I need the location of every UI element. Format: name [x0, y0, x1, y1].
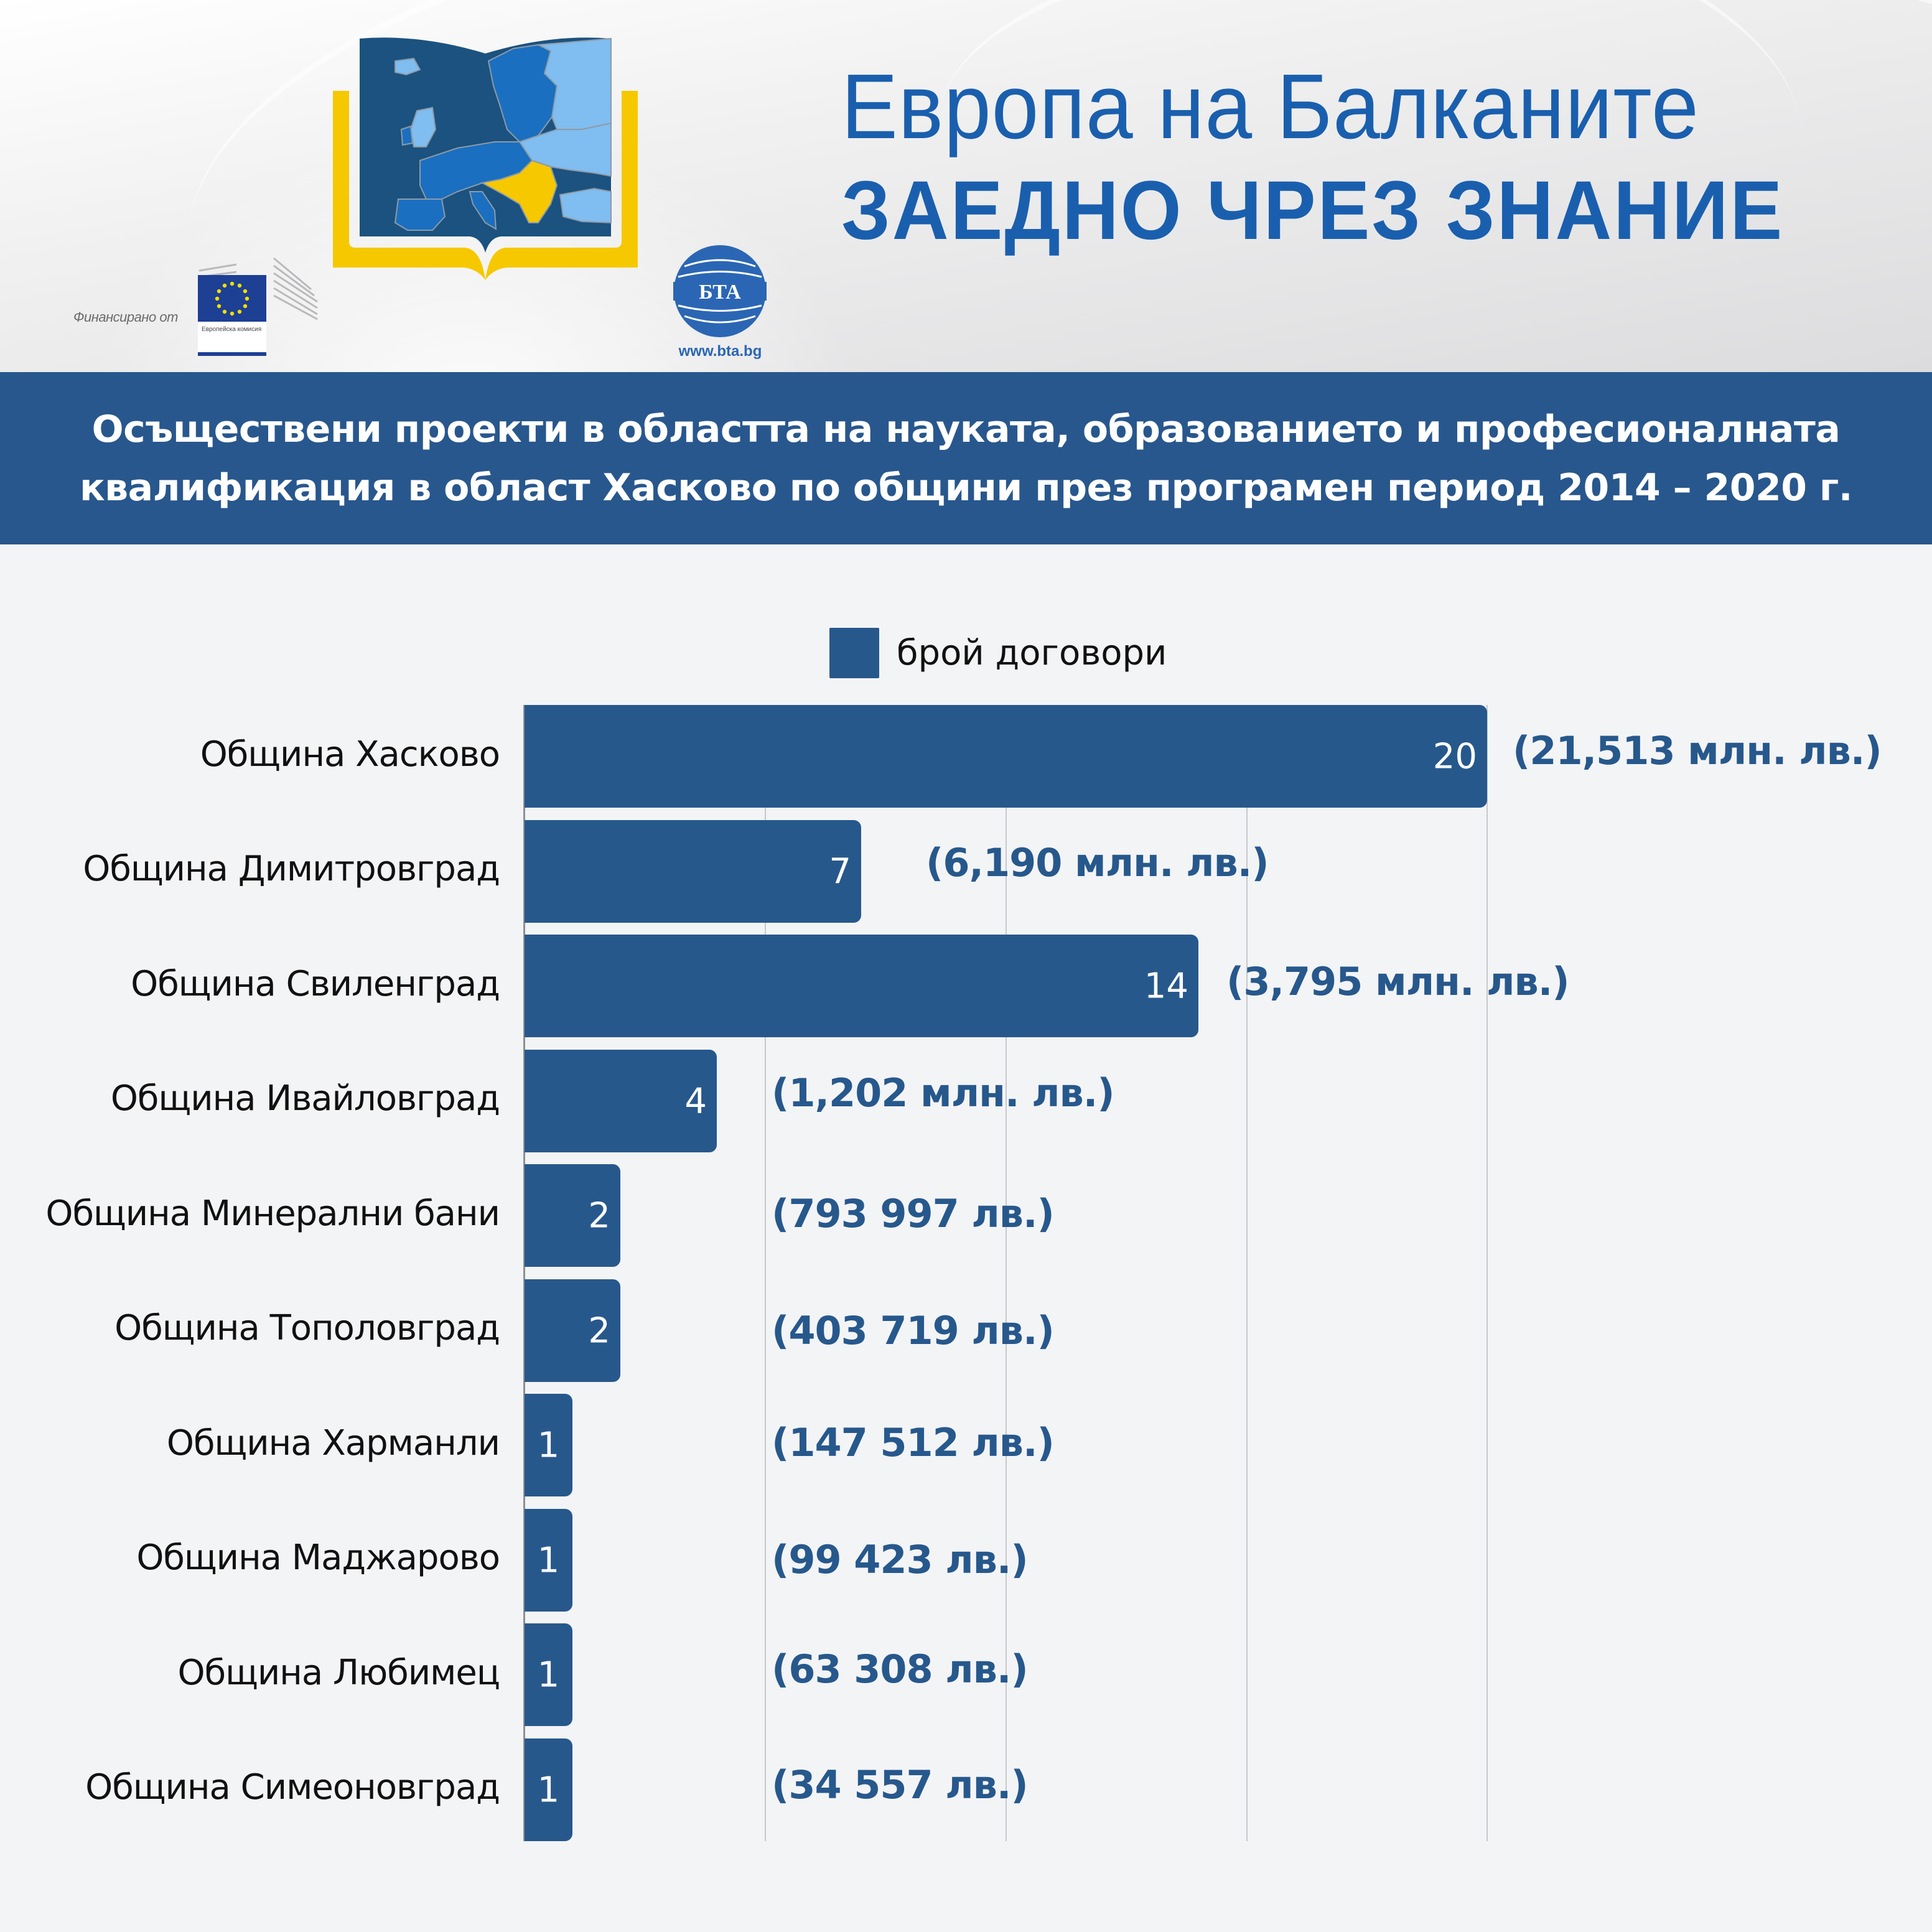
brand-title: Европа на Балканите ЗАЕДНО ЧРЕЗ ЗНАНИЕ	[841, 61, 1844, 253]
bar-svilengrad: 14	[525, 935, 1198, 1037]
bar-madzharovo: 1	[525, 1509, 572, 1612]
row-label: Община Свиленград	[131, 964, 500, 1004]
gridline-20	[1486, 705, 1488, 1841]
legend-label: брой договори	[897, 633, 1167, 673]
amount-label: (63 308 лв.)	[772, 1646, 1029, 1692]
bar-value: 1	[537, 1654, 560, 1695]
bar-value: 1	[537, 1540, 560, 1580]
eu-commission-logo: Европейска комисия	[198, 275, 266, 356]
eu-logo-underline	[198, 352, 266, 356]
amount-label: (99 423 лв.)	[772, 1537, 1029, 1582]
funded-by-text: Финансирано от	[73, 309, 178, 325]
brand-title-line2: ЗАЕДНО ЧРЕЗ ЗНАНИЕ	[841, 164, 1785, 257]
row-label: Община Тополовград	[114, 1308, 500, 1348]
eu-flag-icon	[198, 275, 266, 322]
chart-title-line1: Осъществени проекти в областта на наукат…	[91, 407, 1841, 451]
amount-label: (793 997 лв.)	[772, 1191, 1055, 1236]
gridline-15	[1246, 705, 1248, 1841]
y-axis-line	[523, 705, 525, 1841]
amount-label: (6,190 млн. лв.)	[926, 840, 1269, 885]
bar-simeonovgrad: 1	[525, 1738, 572, 1841]
row-label: Община Любимец	[177, 1653, 500, 1693]
bta-globe-logo-icon: БТА	[673, 245, 767, 337]
eu-logo-caption: Европейска комисия	[202, 326, 262, 333]
bar-value: 2	[588, 1195, 610, 1236]
bta-website-link[interactable]: www.bta.bg	[678, 343, 762, 360]
bar-harmanli: 1	[525, 1394, 572, 1496]
row-label: Община Минерални бани	[45, 1193, 500, 1234]
svg-text:БТА: БТА	[699, 281, 741, 304]
brand-title-line1: Европа на Балканите	[841, 55, 1699, 158]
chart-legend: брой договори	[829, 628, 1167, 678]
bar-dimitrovgrad: 7	[525, 820, 861, 923]
row-label: Община Маджарово	[136, 1538, 500, 1578]
amount-label: (403 719 лв.)	[772, 1308, 1055, 1353]
bar-value: 1	[537, 1425, 560, 1465]
row-label: Община Симеоновград	[85, 1767, 500, 1808]
row-label: Община Харманли	[166, 1423, 500, 1463]
gridline-10	[1006, 705, 1007, 1841]
bar-mineralni-bani: 2	[525, 1164, 620, 1267]
header-banner: Финансирано от Европейска комисия	[0, 0, 1932, 372]
chart-title-band: Осъществени проекти в областта на наукат…	[0, 372, 1932, 544]
row-label: Община Хасково	[200, 734, 500, 775]
bar-value: 7	[829, 851, 851, 892]
chart-title-line2: квалификация в област Хасково по общини …	[79, 465, 1853, 510]
bar-value: 20	[1432, 736, 1477, 777]
amount-label: (1,202 млн. лв.)	[772, 1070, 1115, 1116]
bar-value: 1	[537, 1770, 560, 1810]
bar-ivaylovgrad: 4	[525, 1050, 717, 1152]
bar-haskovo: 20	[525, 705, 1487, 808]
amount-label: (34 557 лв.)	[772, 1762, 1029, 1808]
legend-swatch-icon	[829, 628, 879, 678]
europe-book-logo-icon	[333, 37, 638, 280]
row-label: Община Ивайловград	[110, 1078, 500, 1119]
bar-value: 2	[588, 1310, 610, 1351]
amount-label: (3,795 млн. лв.)	[1226, 959, 1570, 1004]
bar-value: 14	[1144, 966, 1188, 1006]
bar-topolovgrad: 2	[525, 1279, 620, 1382]
gridline-5	[765, 705, 766, 1841]
bar-lyubimets: 1	[525, 1623, 572, 1726]
row-label: Община Димитровград	[83, 849, 500, 889]
amount-label: (147 512 лв.)	[772, 1420, 1055, 1465]
bar-value: 4	[684, 1081, 707, 1121]
amount-label: (21,513 млн. лв.)	[1513, 728, 1882, 773]
